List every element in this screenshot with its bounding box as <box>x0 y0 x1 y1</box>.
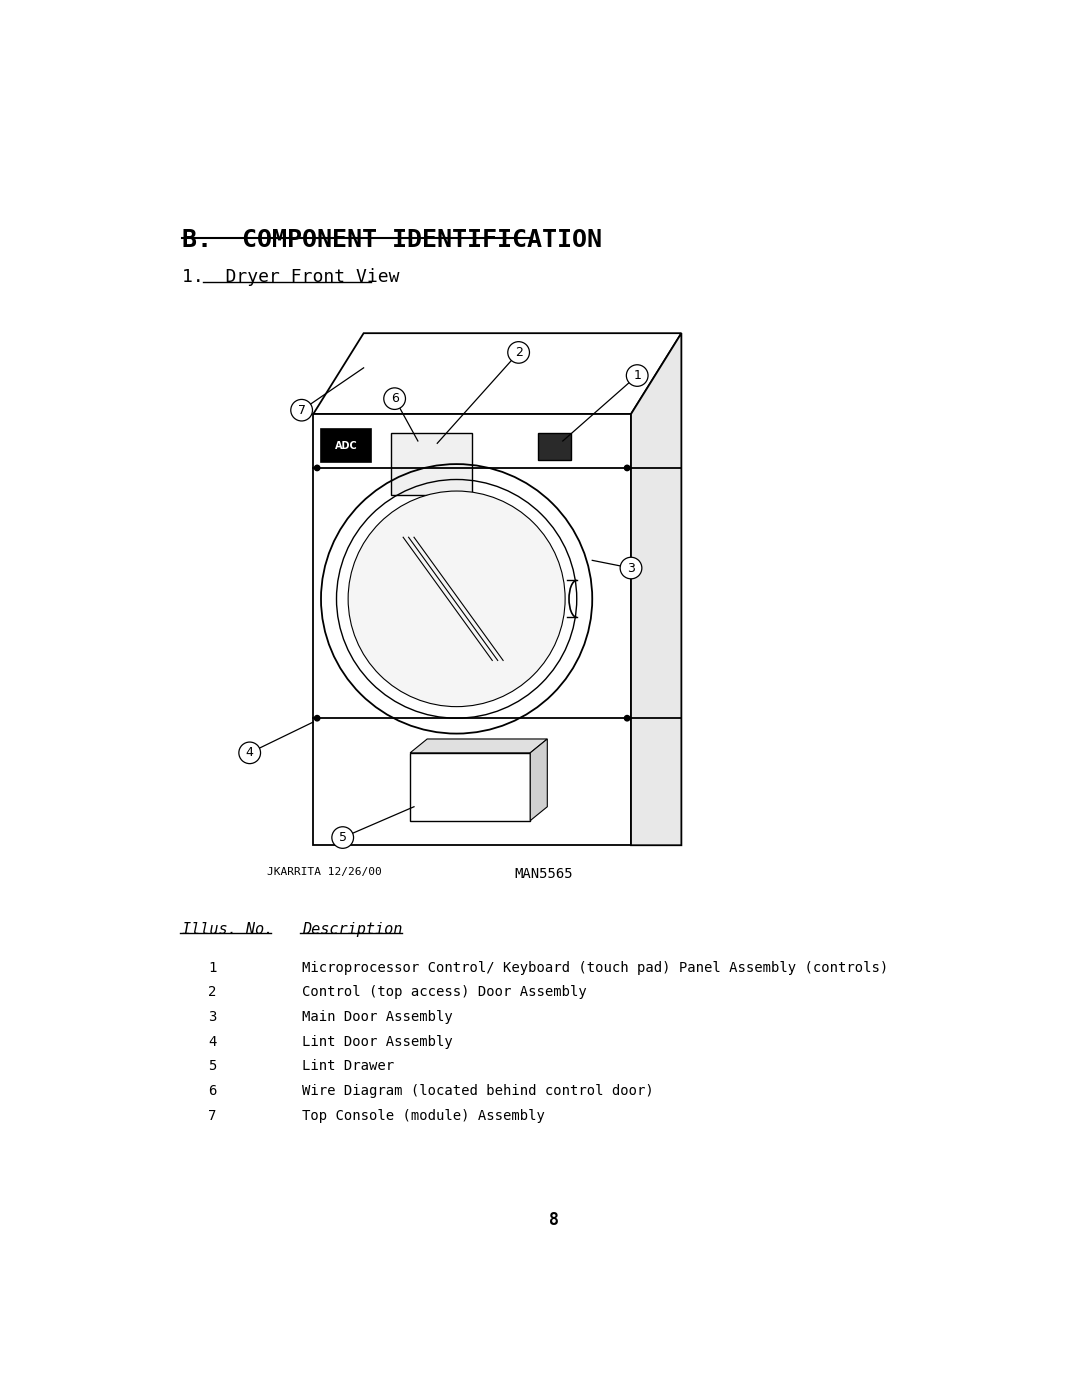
Circle shape <box>508 342 529 363</box>
Text: 3: 3 <box>208 1010 217 1024</box>
Circle shape <box>624 715 630 721</box>
Circle shape <box>332 827 353 848</box>
Text: 1: 1 <box>633 369 642 381</box>
Bar <box>410 753 530 820</box>
Text: 2: 2 <box>515 346 523 359</box>
Text: Lint Drawer: Lint Drawer <box>301 1059 394 1073</box>
Text: ADC: ADC <box>335 440 357 451</box>
Circle shape <box>314 715 320 721</box>
Text: Wire Diagram (located behind control door): Wire Diagram (located behind control doo… <box>301 1084 653 1098</box>
Text: Main Door Assembly: Main Door Assembly <box>301 1010 453 1024</box>
Text: 6: 6 <box>391 393 399 405</box>
Text: 3: 3 <box>627 562 635 574</box>
Text: Top Console (module) Assembly: Top Console (module) Assembly <box>301 1109 544 1123</box>
Circle shape <box>624 465 630 471</box>
Polygon shape <box>313 414 631 845</box>
Text: 7: 7 <box>208 1109 217 1123</box>
Circle shape <box>348 490 565 707</box>
Circle shape <box>239 742 260 764</box>
Polygon shape <box>410 739 548 753</box>
Text: Description: Description <box>301 922 402 937</box>
Text: Illus. No.: Illus. No. <box>181 922 273 937</box>
Bar <box>321 429 372 462</box>
Bar <box>391 433 472 495</box>
Text: 4: 4 <box>208 1035 217 1049</box>
Text: Lint Door Assembly: Lint Door Assembly <box>301 1035 453 1049</box>
Text: 5: 5 <box>339 831 347 844</box>
Text: 8: 8 <box>549 1211 558 1229</box>
Text: 1: 1 <box>208 961 217 975</box>
Text: 2: 2 <box>208 985 217 999</box>
Circle shape <box>383 388 405 409</box>
Circle shape <box>314 465 320 471</box>
Polygon shape <box>530 739 548 820</box>
Polygon shape <box>313 334 681 414</box>
Text: 6: 6 <box>208 1084 217 1098</box>
Text: JKARRITA 12/26/00: JKARRITA 12/26/00 <box>267 866 381 877</box>
Text: 7: 7 <box>298 404 306 416</box>
Text: MAN5565: MAN5565 <box>515 866 573 880</box>
Text: B.  COMPONENT IDENTIFICATION: B. COMPONENT IDENTIFICATION <box>181 228 602 251</box>
Text: 1.  Dryer Front View: 1. Dryer Front View <box>181 268 399 286</box>
Bar <box>538 433 570 460</box>
Text: Control (top access) Door Assembly: Control (top access) Door Assembly <box>301 985 586 999</box>
Text: 4: 4 <box>246 746 254 760</box>
Circle shape <box>291 400 312 420</box>
Polygon shape <box>631 334 681 845</box>
Text: Microprocessor Control/ Keyboard (touch pad) Panel Assembly (controls): Microprocessor Control/ Keyboard (touch … <box>301 961 888 975</box>
Circle shape <box>626 365 648 387</box>
Circle shape <box>620 557 642 578</box>
Text: 5: 5 <box>208 1059 217 1073</box>
